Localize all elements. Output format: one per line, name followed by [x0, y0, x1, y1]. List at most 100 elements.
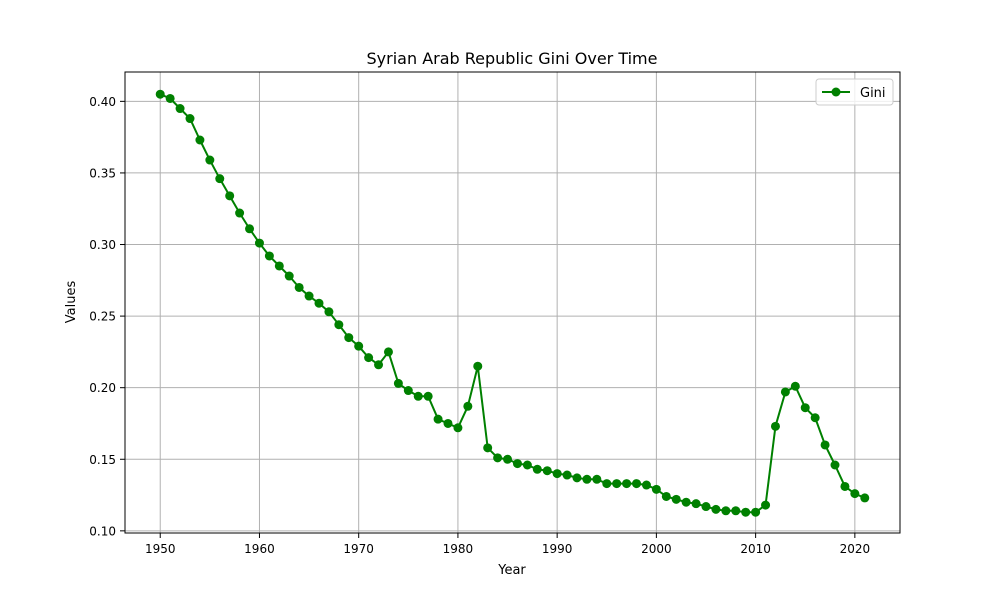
- x-axis-label: Year: [497, 563, 526, 578]
- data-point-gini: [800, 403, 810, 413]
- data-point-gini: [175, 104, 185, 114]
- data-point-gini: [820, 440, 830, 450]
- y-axis-label: Values: [64, 281, 79, 324]
- data-point-gini: [651, 484, 661, 494]
- plot-area-frame: [124, 71, 901, 534]
- data-point-gini: [532, 464, 542, 474]
- y-tick-label: 0.15: [89, 453, 116, 467]
- data-point-gini: [661, 491, 671, 501]
- data-point-gini: [205, 155, 215, 165]
- data-point-gini: [195, 135, 205, 145]
- data-point-gini: [612, 479, 622, 489]
- data-point-gini: [383, 347, 393, 357]
- x-tick-label: 1950: [145, 542, 176, 556]
- data-point-gini: [235, 208, 245, 218]
- data-point-gini: [354, 341, 364, 351]
- legend: Gini: [815, 78, 894, 106]
- chart-title: Syrian Arab Republic Gini Over Time: [367, 49, 658, 68]
- data-point-gini: [751, 507, 761, 517]
- data-point-gini: [691, 499, 701, 509]
- data-point-gini: [562, 470, 572, 480]
- data-point-gini: [582, 474, 592, 484]
- x-tick-label: 1970: [343, 542, 374, 556]
- data-point-gini: [512, 459, 522, 469]
- data-point-gini: [860, 493, 870, 503]
- data-point-gini: [334, 320, 344, 330]
- data-point-gini: [433, 414, 443, 424]
- y-tick-label: 0.10: [89, 524, 116, 538]
- data-point-gini: [741, 507, 751, 517]
- data-point-gini: [423, 391, 433, 401]
- data-point-gini: [632, 479, 642, 489]
- data-point-gini: [225, 191, 235, 201]
- data-point-gini: [830, 460, 840, 470]
- data-point-gini: [701, 502, 711, 512]
- data-point-gini: [264, 251, 274, 261]
- data-point-gini: [503, 454, 513, 464]
- legend-entry-gini: Gini: [860, 86, 886, 101]
- data-point-gini: [641, 480, 651, 490]
- data-point-gini: [314, 298, 324, 308]
- data-point-gini: [155, 89, 165, 99]
- data-point-gini: [185, 114, 195, 124]
- data-point-gini: [374, 360, 384, 370]
- data-point-gini: [810, 413, 820, 423]
- data-point-gini: [622, 479, 632, 489]
- y-tick-label: 0.20: [89, 381, 116, 395]
- y-tick-label: 0.25: [89, 310, 116, 324]
- data-point-gini: [522, 460, 532, 470]
- data-point-gini: [572, 473, 582, 483]
- data-point-gini: [294, 282, 304, 292]
- data-point-gini: [721, 506, 731, 516]
- data-point-gini: [493, 453, 503, 463]
- x-axis-ticks: 1950 1960 1970 1980 1990 2000 2010 2020: [145, 533, 870, 556]
- legend-marker-swatch: [831, 87, 841, 97]
- y-tick-label: 0.40: [89, 95, 116, 109]
- data-point-gini: [274, 261, 284, 271]
- data-point-gini: [215, 174, 225, 184]
- data-point-gini: [284, 271, 294, 281]
- data-point-gini: [681, 497, 691, 507]
- data-point-gini: [592, 474, 602, 484]
- data-point-gini: [403, 386, 413, 396]
- data-point-gini: [770, 421, 780, 431]
- data-point-gini: [453, 423, 463, 433]
- data-point-gini: [761, 500, 771, 510]
- x-tick-label: 1990: [542, 542, 573, 556]
- x-tick-label: 1960: [244, 542, 275, 556]
- x-tick-label: 1980: [443, 542, 474, 556]
- data-point-gini: [790, 381, 800, 391]
- x-tick-label: 2000: [641, 542, 672, 556]
- data-point-gini: [850, 489, 860, 499]
- data-point-gini: [324, 307, 334, 317]
- data-point-gini: [780, 387, 790, 397]
- data-point-gini: [602, 479, 612, 489]
- data-point-gini: [413, 391, 423, 401]
- series-layer: [155, 89, 870, 517]
- data-point-gini: [552, 469, 562, 479]
- data-point-gini: [542, 466, 552, 476]
- legend-box: [815, 78, 894, 106]
- data-point-gini: [731, 506, 741, 516]
- data-point-gini: [443, 418, 453, 428]
- data-point-gini: [711, 504, 721, 514]
- data-point-gini: [304, 291, 314, 301]
- x-tick-label: 2010: [740, 542, 771, 556]
- data-point-gini: [344, 333, 354, 343]
- data-point-gini: [245, 224, 255, 234]
- y-axis-ticks: 0.10 0.15 0.20 0.25 0.30 0.35 0.40: [89, 95, 125, 538]
- y-tick-label: 0.35: [89, 166, 116, 180]
- y-tick-label: 0.30: [89, 238, 116, 252]
- data-point-gini: [364, 353, 374, 363]
- data-point-gini: [254, 238, 264, 248]
- x-tick-label: 2020: [840, 542, 871, 556]
- data-point-gini: [840, 481, 850, 491]
- data-point-gini: [473, 361, 483, 371]
- data-point-gini: [463, 401, 473, 411]
- data-point-gini: [483, 443, 493, 453]
- data-point-gini: [671, 494, 681, 504]
- data-point-gini: [165, 93, 175, 103]
- data-point-gini: [393, 378, 403, 388]
